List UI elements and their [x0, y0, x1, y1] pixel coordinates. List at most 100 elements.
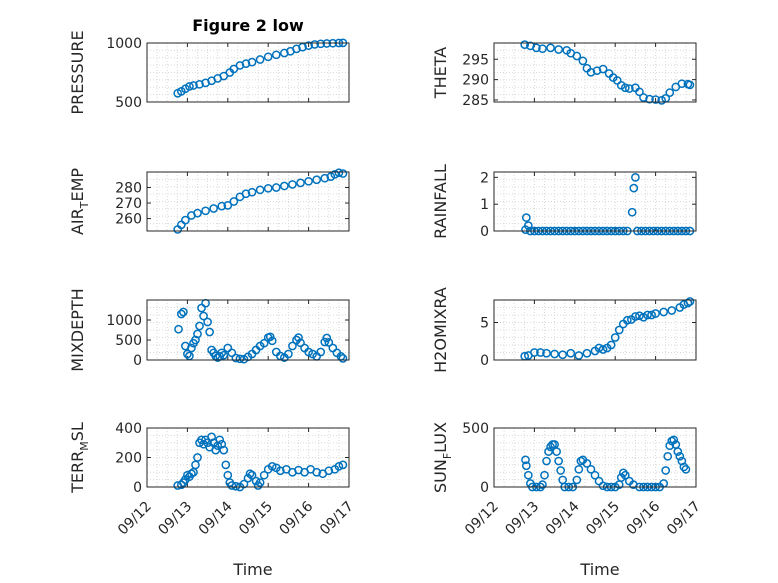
data-point: [324, 466, 334, 476]
data-point: [594, 343, 604, 353]
data-point: [255, 185, 265, 195]
data-point: [590, 470, 600, 480]
data-point: [566, 348, 576, 358]
data-point: [322, 333, 332, 343]
data-point: [181, 215, 190, 225]
data-point: [296, 178, 305, 188]
data-point: [651, 95, 660, 104]
data-point: [195, 79, 204, 89]
y-tick-label: 295: [462, 52, 489, 68]
x-tick-label: 09/15: [236, 499, 276, 539]
data-point: [523, 221, 533, 230]
y-tick-label: 1000: [106, 313, 142, 329]
data-point: [334, 168, 344, 178]
data-point: [586, 464, 596, 474]
y-axis-label: THETA: [431, 47, 450, 99]
y-tick-label: 270: [115, 196, 142, 212]
data-point: [215, 435, 225, 445]
data-point: [651, 309, 660, 318]
data-point: [179, 307, 188, 317]
data-point: [284, 349, 293, 359]
x-tick-label: 09/14: [543, 498, 583, 538]
data-point: [521, 455, 530, 465]
data-point: [598, 345, 608, 354]
data-point: [540, 470, 549, 480]
data-point: [316, 39, 326, 49]
data-point: [677, 79, 687, 89]
data-point: [685, 297, 695, 306]
data-point: [241, 59, 251, 69]
data-point: [606, 340, 616, 350]
data-point: [304, 41, 313, 50]
data-point: [187, 469, 196, 479]
data-point: [618, 468, 628, 478]
data-point: [572, 51, 582, 61]
data-point: [267, 336, 277, 346]
y-tick-label: 1000: [106, 36, 142, 52]
subplot-theta: 285 290 295 THETA: [431, 40, 697, 109]
y-axis-label: MIXDEPTH: [68, 288, 87, 371]
data-point: [574, 351, 584, 360]
data-point: [195, 321, 204, 331]
subplot-pressure: 500 1000 PRESSURE Figure 2 low: [68, 16, 350, 115]
x-tick-label: 09/13: [502, 499, 542, 539]
data-point: [193, 329, 202, 339]
y-tick-label: 290: [462, 73, 489, 89]
data-point: [241, 189, 251, 199]
data-point: [544, 447, 553, 456]
data-point: [659, 307, 669, 317]
y-tick-label: 1: [480, 197, 489, 213]
x-axis-label: Time: [232, 560, 272, 579]
data-point: [255, 55, 265, 64]
data-point: [673, 447, 683, 456]
data-point: [679, 462, 689, 472]
y-tick-label: 285: [462, 93, 489, 109]
data-point: [217, 348, 227, 358]
y-tick-label: 0: [133, 480, 142, 496]
axes-box: [146, 171, 350, 232]
axes-box: [493, 299, 697, 361]
data-point: [267, 462, 277, 471]
data-point: [530, 348, 539, 357]
data-point: [624, 84, 634, 93]
y-tick-label: 500: [115, 95, 142, 111]
y-axis-label: SUNFLUX: [431, 422, 454, 493]
data-point: [521, 213, 531, 222]
y-tick-label: 280: [115, 181, 142, 197]
data-point: [675, 451, 685, 461]
x-tick-label: 09/17: [664, 499, 704, 539]
data-point: [582, 459, 592, 468]
data-point: [554, 45, 563, 54]
data-point: [239, 479, 249, 489]
data-point: [330, 169, 340, 179]
data-point: [221, 460, 231, 470]
data-point: [538, 44, 547, 54]
data-point: [639, 93, 648, 102]
subplot-h2omixra: 0 5 H2OMIXRA: [431, 287, 697, 373]
axes-box: [146, 42, 350, 103]
data-point: [187, 343, 196, 353]
y-axis-label: PRESSURE: [68, 30, 87, 114]
data-point: [217, 201, 227, 211]
y-tick-label: 0: [480, 224, 489, 240]
data-point: [223, 201, 233, 210]
data-point: [263, 52, 273, 62]
y-tick-label: 0: [133, 353, 142, 369]
data-point: [255, 478, 265, 487]
data-point: [572, 475, 582, 485]
data-point: [554, 456, 563, 466]
data-point: [219, 350, 229, 360]
data-point: [247, 470, 257, 480]
data-point: [259, 338, 269, 348]
data-point: [610, 333, 620, 342]
data-point: [201, 206, 210, 216]
data-point: [546, 43, 555, 53]
data-point: [235, 354, 245, 364]
y-axis-label: H2OMIXRA: [431, 287, 450, 373]
data-point: [316, 347, 326, 357]
data-point: [334, 462, 344, 471]
data-point: [627, 207, 637, 217]
data-point: [647, 310, 656, 320]
data-point: [294, 333, 303, 342]
